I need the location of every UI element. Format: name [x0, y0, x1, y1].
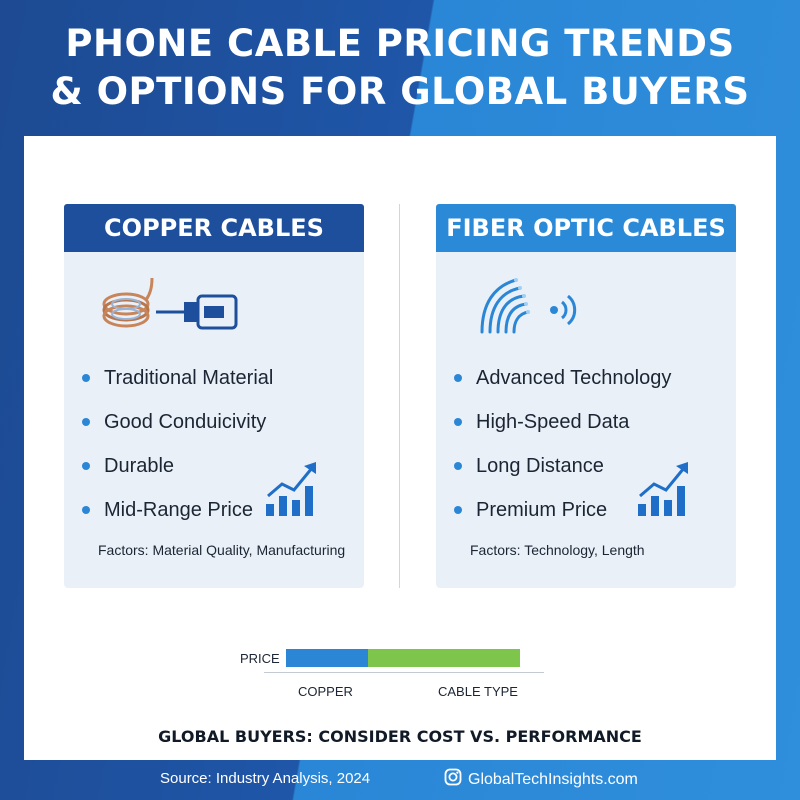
title-line-1: PHONE CABLE PRICING TRENDS [65, 22, 735, 65]
social-handle[interactable]: GlobalTechInsights.com [468, 770, 638, 788]
feature-label: Mid-Range Price [104, 498, 253, 521]
axis-line [264, 672, 544, 673]
fiber-card: FIBER OPTIC CABLES [436, 204, 736, 588]
list-item: Traditional Material [80, 356, 273, 400]
feature-label: Traditional Material [104, 366, 274, 389]
feature-label: Long Distance [476, 454, 604, 477]
list-item: Advanced Technology [452, 356, 671, 400]
axis-title: CABLE TYPE [438, 684, 518, 699]
list-item: Mid-Range Price [80, 488, 273, 532]
fiber-factors: Factors: Technology, Length [470, 542, 645, 558]
fiber-strands-signal-icon [472, 274, 622, 339]
feature-label: Good Conduicivity [104, 410, 267, 433]
divider [399, 204, 400, 588]
bullet-icon [454, 462, 462, 470]
copper-factors: Factors: Material Quality, Manufacturing [98, 542, 346, 558]
fiber-feature-list: Advanced Technology High-Speed Data Long… [452, 356, 671, 532]
copper-card: COPPER CABLES Traditional Material Good … [64, 204, 364, 588]
bullet-icon [82, 418, 90, 426]
list-item: Premium Price [452, 488, 671, 532]
bullet-icon [82, 462, 90, 470]
bullet-icon [454, 506, 462, 514]
copper-card-header: COPPER CABLES [64, 204, 364, 252]
list-item: Durable [80, 444, 273, 488]
copper-coil-plug-icon [100, 274, 250, 339]
feature-label: Durable [104, 454, 175, 477]
content-panel: COPPER CABLES Traditional Material Good … [24, 136, 776, 760]
price-label: PRICE [240, 651, 280, 666]
feature-label: High-Speed Data [476, 410, 630, 433]
axis-category-label: COPPER [298, 684, 353, 699]
source-text: Source: Industry Analysis, 2024 [160, 770, 371, 787]
page-title: PHONE CABLE PRICING TRENDS & OPTIONS FOR… [0, 20, 800, 116]
feature-label: Premium Price [476, 498, 608, 521]
footer: Source: Industry Analysis, 2024 GlobalTe… [0, 768, 800, 792]
rising-bar-chart-icon [636, 460, 692, 525]
rising-bar-chart-icon [264, 460, 320, 525]
fiber-card-header: FIBER OPTIC CABLES [436, 204, 736, 252]
social-link[interactable]: GlobalTechInsights.com [444, 768, 638, 791]
copper-feature-list: Traditional Material Good Conduicivity D… [80, 356, 273, 532]
bullet-icon [82, 374, 90, 382]
copper-price-bar [286, 649, 368, 667]
bullet-icon [454, 418, 462, 426]
feature-label: Advanced Technology [476, 366, 672, 389]
bullet-icon [82, 506, 90, 514]
instagram-icon [444, 768, 462, 791]
tagline: GLOBAL BUYERS: CONSIDER COST VS. PERFORM… [158, 727, 642, 746]
bullet-icon [454, 374, 462, 382]
list-item: High-Speed Data [452, 400, 671, 444]
list-item: Long Distance [452, 444, 671, 488]
title-line-2: & OPTIONS FOR GLOBAL BUYERS [50, 70, 750, 113]
fiber-price-bar [368, 649, 520, 667]
list-item: Good Conduicivity [80, 400, 273, 444]
